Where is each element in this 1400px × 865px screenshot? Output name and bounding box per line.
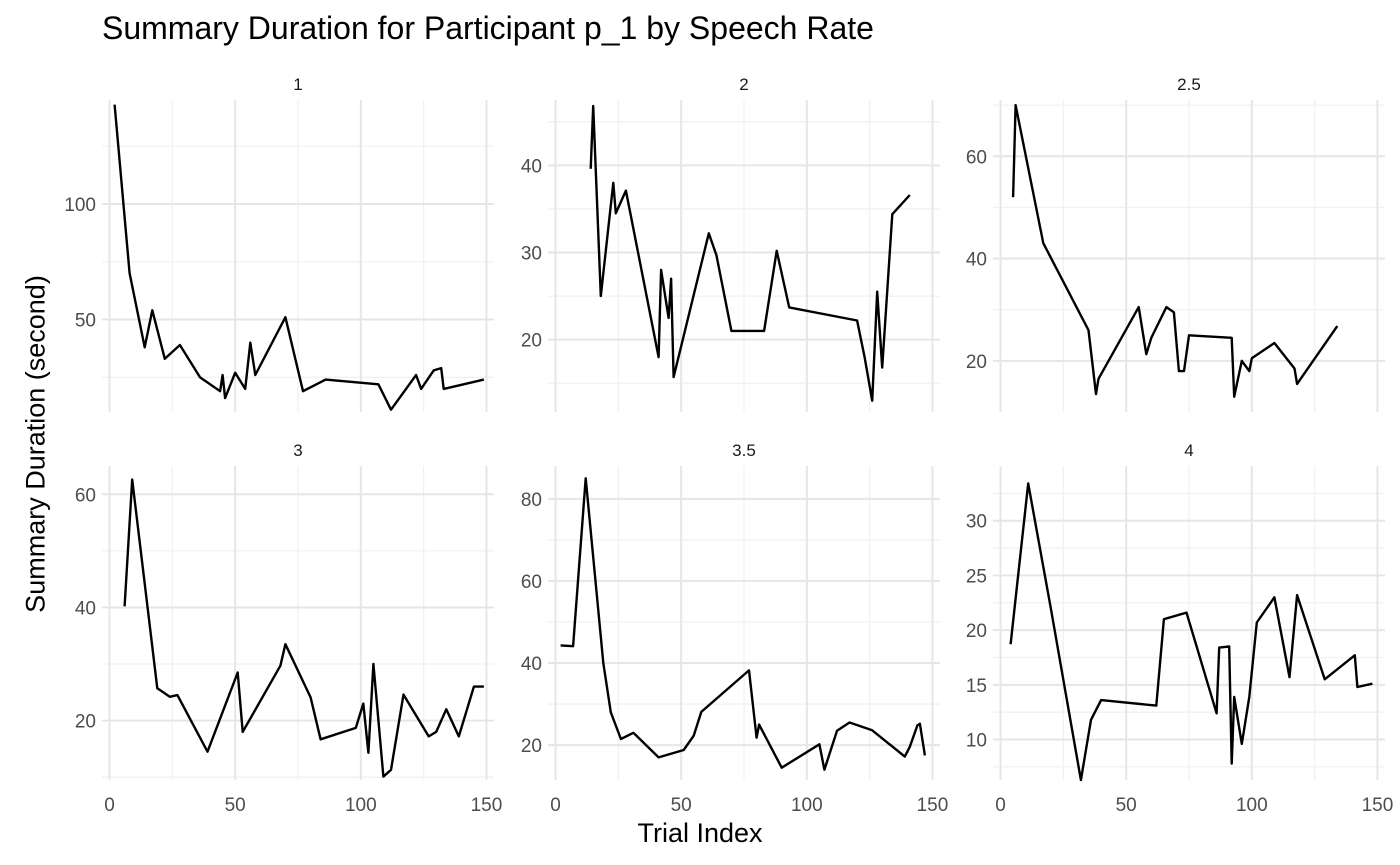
y-axis-label: Summary Duration (second): [20, 275, 51, 613]
panel-3-5-x-tick-label: 0: [550, 795, 561, 816]
panel-3-5-x-tick-label: 150: [917, 795, 949, 816]
panel-1-y-tick-label: 50: [75, 311, 96, 332]
panel-3-5-x-tick-label: 100: [791, 795, 823, 816]
panel-4-y-tick-label: 20: [966, 621, 987, 642]
panel-3-5-series-line: [560, 477, 927, 771]
panel-2-strip-label: 2: [739, 75, 748, 94]
panel-3-5-y-tick-label: 80: [521, 490, 542, 511]
panel-3-5-y-tick-label: 40: [521, 654, 542, 675]
panel-3-x-tick-label: 150: [471, 795, 503, 816]
panel-2-5-y-tick-label: 60: [966, 147, 987, 168]
chart-title: Summary Duration for Participant p_1 by …: [102, 10, 874, 46]
panel-2-5-y-tick-label: 20: [966, 352, 987, 373]
panel-4-y-tick-label: 30: [966, 512, 987, 533]
panel-3-series-line: [123, 478, 484, 778]
panel-3-5-y-tick-label: 60: [521, 572, 542, 593]
panel-3-y-tick-label: 20: [75, 712, 96, 733]
panel-3-y-tick-label: 40: [75, 598, 96, 619]
panel-3-x-tick-label: 0: [104, 795, 115, 816]
panel-2-y-tick-label: 20: [521, 331, 542, 352]
panel-4-x-tick-label: 50: [1116, 795, 1137, 816]
panel-4-x-tick-label: 0: [995, 795, 1006, 816]
panel-4-y-tick-label: 10: [966, 731, 987, 752]
panel-4-strip-label: 4: [1184, 441, 1193, 460]
panel-3-5-x-tick-label: 50: [671, 795, 692, 816]
panel-3-strip-label: 3: [293, 441, 302, 460]
panel-4-series-line: [1009, 482, 1373, 782]
panel-3-y-tick-label: 60: [75, 485, 96, 506]
panel-4-y-tick-label: 25: [966, 566, 987, 587]
panel-4-x-tick-label: 100: [1236, 795, 1268, 816]
panel-3-x-tick-label: 50: [225, 795, 246, 816]
panel-2-y-tick-label: 30: [521, 244, 542, 265]
panel-2-series-line: [589, 104, 911, 402]
panel-2-5-y-tick-label: 40: [966, 250, 987, 271]
panel-2-5-strip-label: 2.5: [1177, 75, 1201, 94]
panel-3-5-strip-label: 3.5: [732, 441, 756, 460]
panel-1-series-line: [113, 104, 485, 411]
panel-4-y-tick-label: 15: [966, 676, 987, 697]
panel-4-x-tick-label: 150: [1362, 795, 1394, 816]
panel-2-5-series-line: [1011, 103, 1339, 398]
x-axis-label: Trial Index: [637, 818, 763, 848]
panel-2-y-tick-label: 40: [521, 156, 542, 177]
panel-3-5-y-tick-label: 20: [521, 736, 542, 757]
panel-1-y-tick-label: 100: [64, 195, 96, 216]
panel-3-x-tick-label: 100: [345, 795, 377, 816]
panel-1-strip-label: 1: [293, 75, 302, 94]
